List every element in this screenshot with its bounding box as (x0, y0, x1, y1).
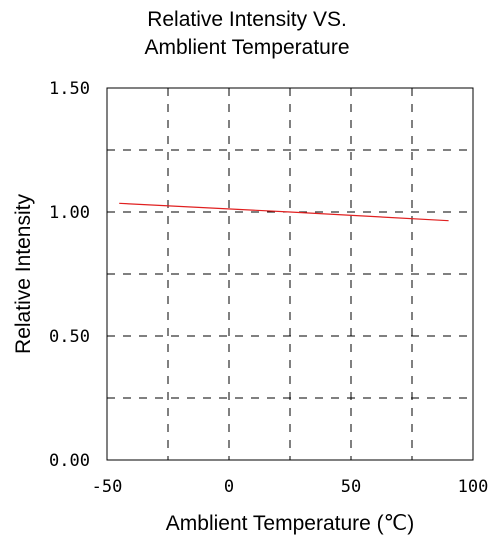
y-tick-label: 0.00 (49, 451, 90, 471)
y-axis-label: Relative Intensity (12, 194, 35, 354)
y-tick-label: 1.00 (49, 203, 90, 223)
chart-subtitle: Amblient Temperature (144, 36, 350, 59)
grid (107, 88, 473, 460)
series-line (119, 202, 449, 222)
x-tick-label: 100 (458, 477, 489, 497)
x-tick-label: -50 (92, 477, 123, 497)
x-axis-ticks: -50 0 50 100 (92, 477, 489, 497)
y-tick-label: 1.50 (49, 79, 90, 99)
y-axis-ticks: 0.00 0.50 1.00 1.50 (49, 79, 90, 471)
x-tick-label: 50 (341, 477, 361, 497)
y-tick-label: 0.50 (49, 327, 90, 347)
plot-frame (106, 87, 474, 461)
series-layer (119, 202, 449, 222)
x-tick-label: 0 (224, 477, 234, 497)
chart-title: Relative Intensity VS. (147, 8, 347, 31)
x-axis-label: Amblient Temperature (℃) (166, 512, 414, 535)
